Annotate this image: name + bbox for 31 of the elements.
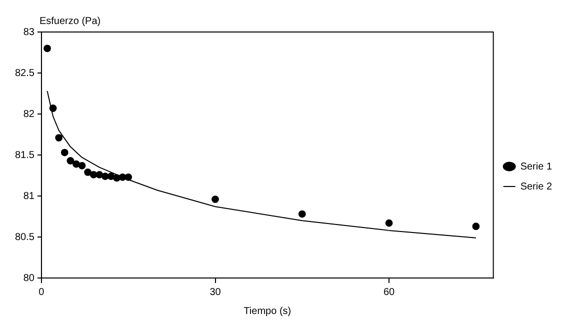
point: [78, 162, 86, 170]
y-axis-title: Esfuerzo (Pa): [39, 16, 101, 27]
point: [385, 219, 393, 227]
point: [72, 160, 80, 168]
point: [124, 173, 132, 181]
y-tick-label: 81: [23, 190, 35, 202]
point: [49, 104, 57, 112]
x-tick-label: 0: [38, 286, 45, 298]
point: [107, 172, 115, 180]
point: [66, 157, 74, 164]
y-tick-label: 82: [23, 108, 35, 120]
x-axis-title: Tiempo (s): [244, 306, 292, 317]
y-tick-label: 80: [23, 272, 35, 284]
point: [60, 148, 68, 156]
y-tick-label: 81.5: [14, 150, 35, 161]
legend-label: Serie 2: [520, 181, 552, 192]
x-tick-label: 60: [383, 286, 396, 298]
y-tick-label: 83: [23, 26, 35, 38]
point: [90, 170, 98, 178]
point: [298, 210, 306, 218]
legend-label: Serie 1: [520, 161, 552, 172]
point: [101, 172, 109, 180]
point: [44, 44, 51, 52]
point: [472, 222, 480, 230]
y-tick-label: 82.5: [14, 68, 35, 79]
point: [212, 196, 219, 203]
y-tick-label: 80.5: [14, 232, 35, 243]
point: [84, 168, 92, 176]
point: [96, 170, 104, 178]
point: [55, 134, 63, 142]
x-tick-label: 30: [210, 286, 222, 298]
